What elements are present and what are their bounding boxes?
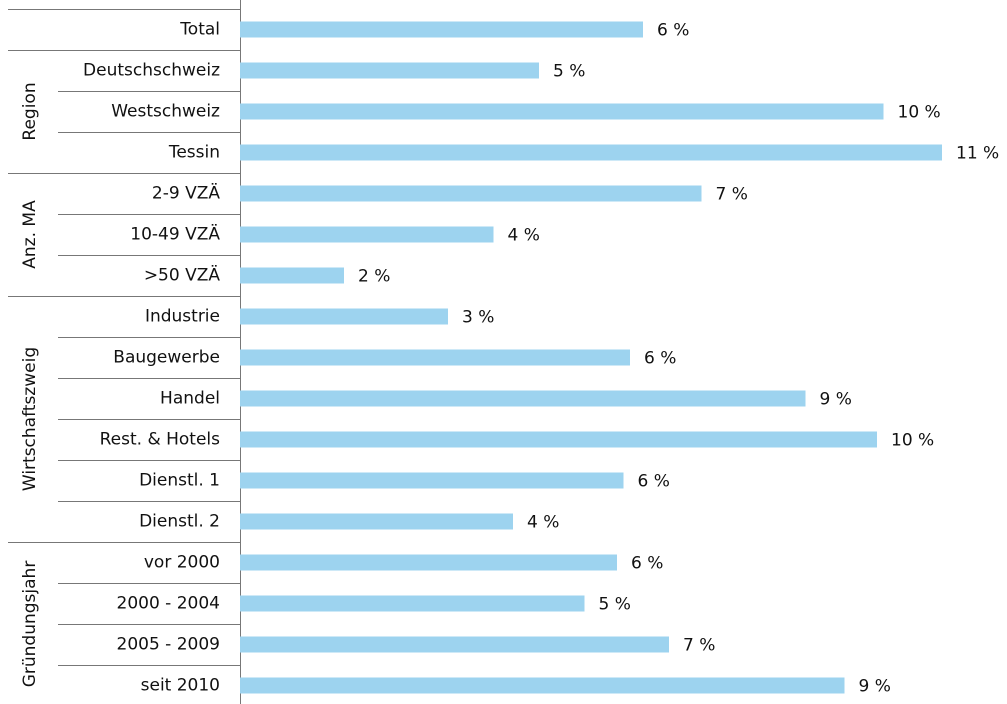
bar [240,513,513,530]
category-label: Dienstl. 2 [139,512,220,532]
bar [240,185,702,202]
value-label: 6 % [657,21,689,41]
bar [240,267,344,284]
bar [240,226,494,243]
value-label: 9 % [859,677,891,697]
bar [240,472,624,489]
value-label: 4 % [527,513,559,533]
value-label: 9 % [820,390,852,410]
value-label: 10 % [898,103,941,123]
group-label: Wirtschaftszweig [20,347,40,491]
bar [240,103,884,120]
category-label: 2000 - 2004 [117,594,220,614]
category-label: 2-9 VZÄ [152,183,220,204]
category-label: >50 VZÄ [144,265,221,286]
bar [240,431,877,448]
bar [240,595,585,612]
category-label: Handel [160,389,220,409]
value-label: 4 % [508,226,540,246]
bar [240,554,617,571]
bar [240,62,539,79]
category-label: Westschweiz [111,102,220,122]
category-label: Total [179,20,220,40]
value-label: 6 % [644,349,676,369]
bar [240,390,806,407]
value-label: 5 % [599,595,631,615]
category-label: Baugewerbe [113,348,220,368]
category-label: Dienstl. 1 [139,471,220,491]
group-label: Region [20,82,40,140]
category-label: 2005 - 2009 [117,635,220,655]
bar [240,144,942,161]
value-label: 10 % [891,431,934,451]
bar [240,21,643,38]
group-label: Anz. MA [20,200,40,269]
category-label: Rest. & Hotels [100,430,221,450]
value-label: 6 % [631,554,663,574]
value-label: 6 % [638,472,670,492]
category-label: seit 2010 [141,676,220,696]
value-label: 7 % [683,636,715,656]
bar [240,308,448,325]
category-label: 10-49 VZÄ [130,224,220,245]
group-label: Gründungsjahr [20,561,40,688]
category-label: Deutschschweiz [83,61,220,81]
bar [240,349,630,366]
category-label: Tessin [168,143,220,163]
value-label: 11 % [956,144,999,164]
category-label: Industrie [145,307,220,327]
category-label: vor 2000 [144,553,220,573]
value-label: 5 % [553,62,585,82]
value-label: 3 % [462,308,494,328]
bar [240,636,669,653]
value-label: 2 % [358,267,390,287]
bar [240,677,845,694]
value-label: 7 % [716,185,748,205]
